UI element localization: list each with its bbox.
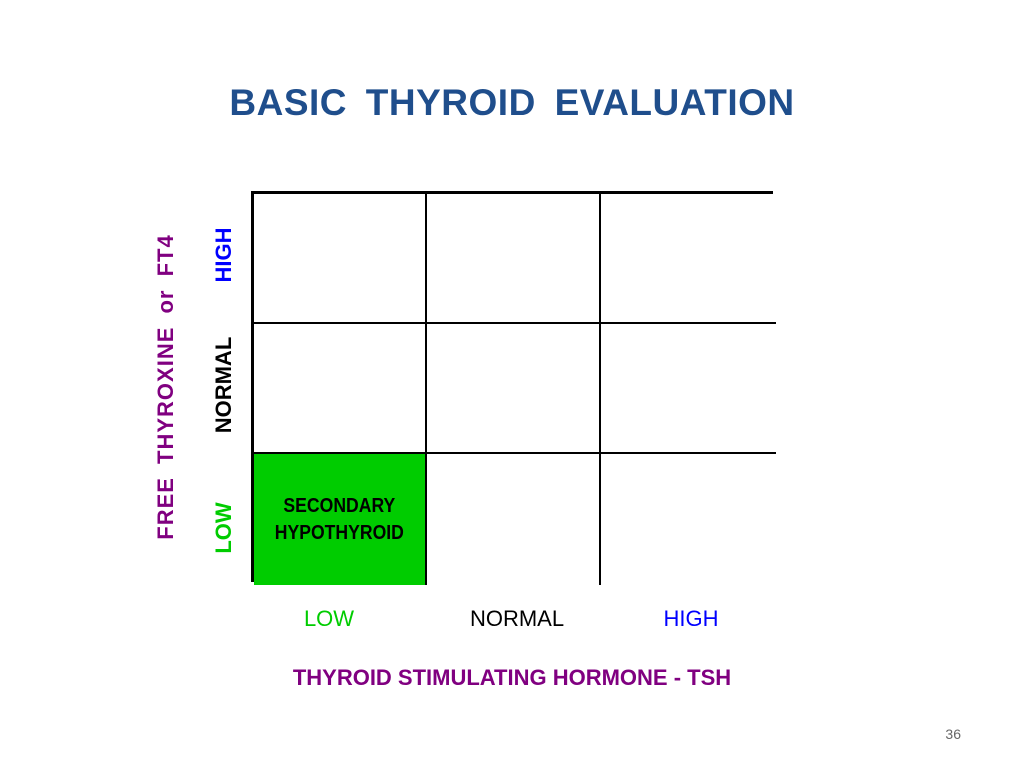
- cell-ft4-normal-tsh-high: [601, 324, 776, 454]
- y-axis-title: FREE THYROXINE or FT4: [153, 234, 178, 540]
- cell-ft4-normal-tsh-normal: [427, 324, 601, 454]
- cell-ft4-low-tsh-high: [601, 454, 776, 585]
- x-axis-title: THYROID STIMULATING HORMONE - TSH: [292, 665, 732, 690]
- y-label-normal: NORMAL: [211, 336, 236, 434]
- y-label-high: HIGH: [211, 227, 236, 283]
- cell-ft4-high-tsh-high: [601, 194, 776, 324]
- evaluation-grid: SECONDARY HYPOTHYROID: [251, 191, 776, 585]
- cell-secondary-hypothyroid: SECONDARY HYPOTHYROID: [254, 454, 427, 585]
- y-label-low: LOW: [211, 502, 236, 554]
- slide-title: BASIC THYROID EVALUATION: [229, 82, 795, 123]
- x-label-normal: NORMAL: [469, 606, 565, 631]
- x-label-high: HIGH: [663, 606, 719, 631]
- cell-ft4-low-tsh-normal: [427, 454, 601, 585]
- x-label-low: LOW: [303, 606, 355, 631]
- page-number: 36: [945, 726, 961, 742]
- secondary-hypothyroid-label: SECONDARY HYPOTHYROID: [274, 494, 405, 544]
- cell-ft4-normal-tsh-low: [254, 324, 427, 454]
- cell-ft4-high-tsh-low: [254, 194, 427, 324]
- cell-ft4-high-tsh-normal: [427, 194, 601, 324]
